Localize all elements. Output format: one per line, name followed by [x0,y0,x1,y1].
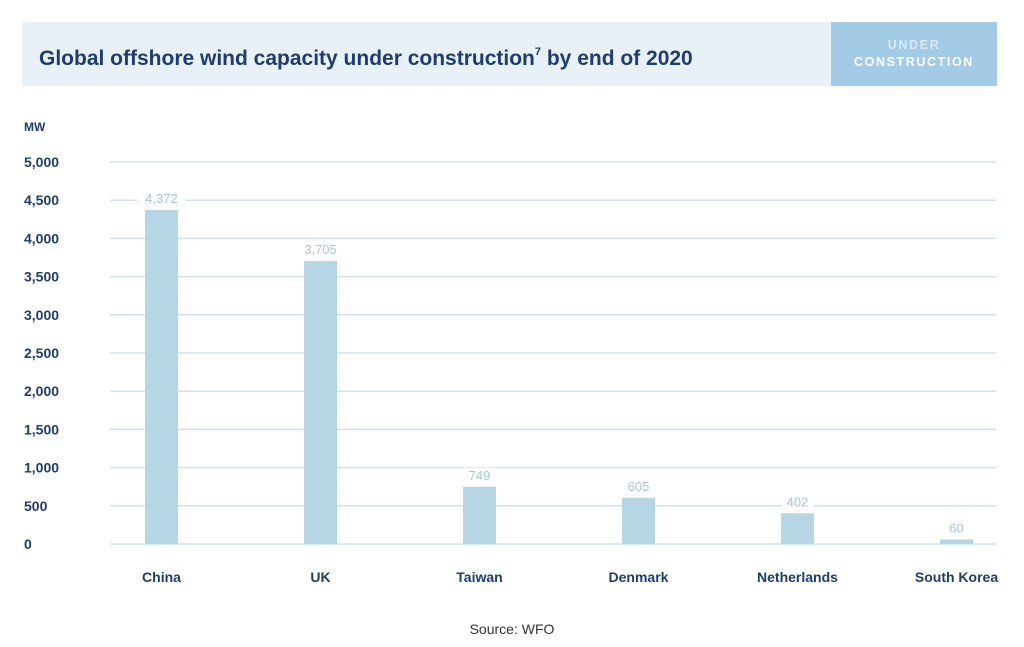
x-tick-label: Denmark [609,569,669,585]
chart-title-text: Global offshore wind capacity under cons… [39,47,535,70]
status-badge-line1: UNDER [887,38,941,52]
data-label: 4,372 [145,191,178,206]
y-tick-label: 2,500 [24,345,59,361]
y-axis-label: MW [24,120,46,134]
y-tick-label: 3,500 [24,269,59,285]
data-label-background [622,478,655,495]
data-label-background [944,520,969,537]
y-tick-label: 1,000 [24,460,59,476]
data-label: 402 [787,494,809,509]
y-tick-label: 0 [24,536,32,552]
data-label-background [781,494,814,511]
y-tick-label: 4,500 [24,192,59,208]
data-label-background [137,190,186,207]
status-badge: UNDER CONSTRUCTION [831,22,997,86]
bar-chart: MW 0 500 1,000 1,500 2,000 2,500 3,000 3,500 4,00… [24,120,998,585]
y-tick-label: 500 [24,498,48,514]
data-label-background [463,467,496,484]
data-label: 60 [949,520,963,535]
chart-title-footnote-ref: 7 [534,46,542,58]
bar [304,260,337,544]
bar [940,539,973,544]
title-banner: Global offshore wind capacity under cons… [22,22,997,86]
y-tick-label: 5,000 [24,154,59,170]
y-tick-label: 4,000 [24,230,59,246]
bar [145,209,178,545]
y-tick-label: 2,000 [24,383,59,399]
x-tick-label: UK [310,569,330,585]
x-tick-label: South Korea [915,569,998,585]
data-label: 749 [469,468,491,483]
y-tick-label: 1,500 [24,421,59,437]
x-tick-label: Netherlands [757,569,838,585]
x-tick-label: China [142,569,181,585]
y-tick-label: 3,000 [24,307,59,323]
bar [622,497,655,544]
status-badge-line2: CONSTRUCTION [854,55,974,69]
data-label: 3,705 [304,242,337,257]
bar [781,513,814,544]
source-note: Source: WFO [469,621,555,637]
chart-title-suffix: by end of 2020 [541,47,693,70]
x-tick-label: Taiwan [456,569,502,585]
chart-title: Global offshore wind capacity under cons… [39,22,693,86]
data-label: 605 [628,479,650,494]
data-label-background [296,241,345,258]
bar [463,486,496,544]
